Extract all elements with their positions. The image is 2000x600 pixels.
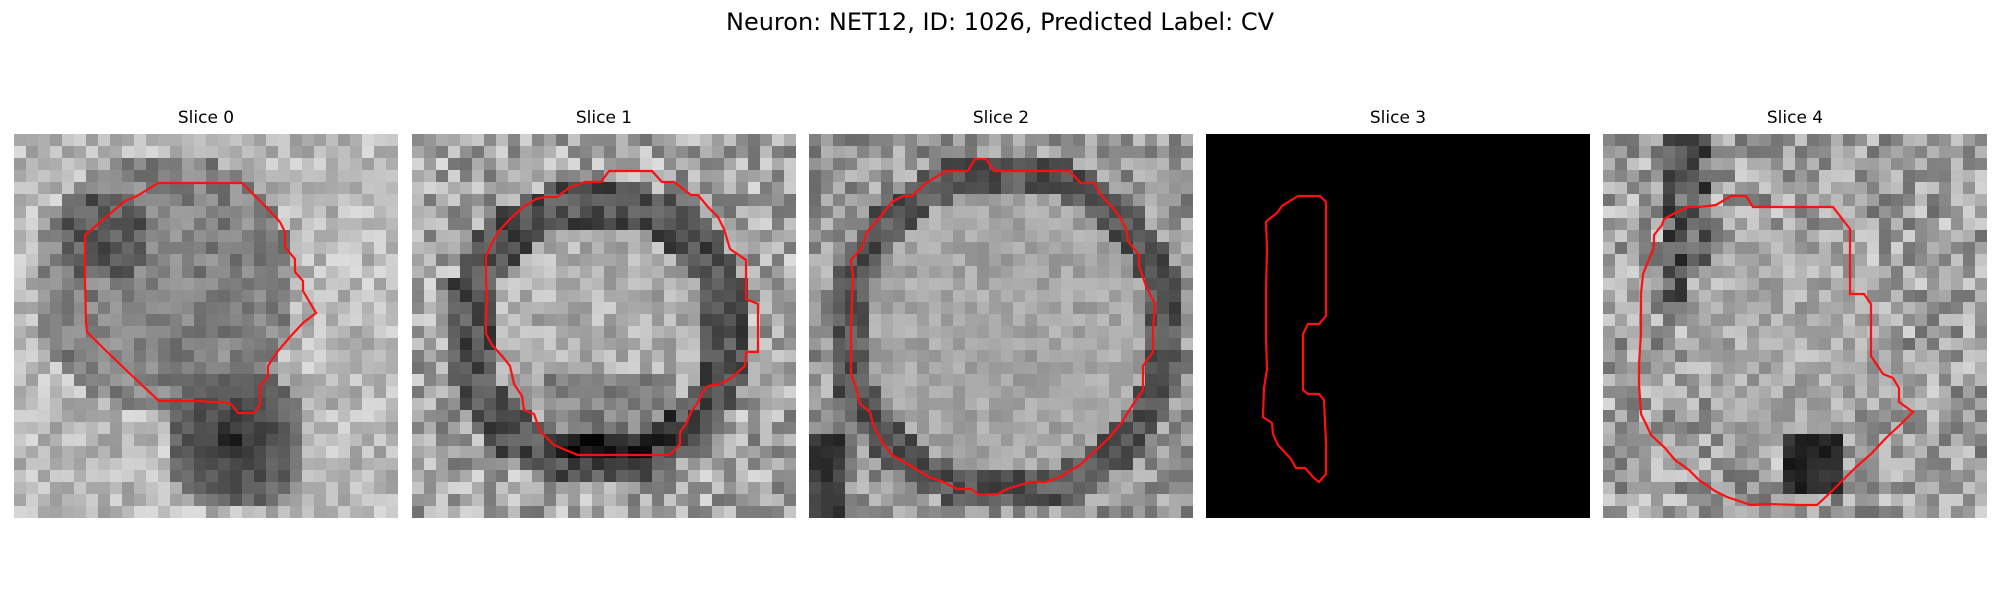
slice-4-contour <box>1637 194 1915 507</box>
slice-1-contour <box>484 169 760 457</box>
slice-3-image <box>1206 134 1590 518</box>
slice-3-title: Slice 3 <box>1369 108 1427 128</box>
slice-1-title: Slice 1 <box>575 108 633 128</box>
slice-0-overlay <box>83 181 318 415</box>
slice-2-panel <box>809 134 1193 518</box>
slice-2-contour <box>849 157 1157 497</box>
slice-3-overlay <box>1261 194 1328 484</box>
slice-3-contour <box>1261 194 1328 484</box>
slice-3-panel <box>1206 134 1590 518</box>
slice-4-overlay <box>1637 194 1915 507</box>
slice-4-image <box>1603 134 1987 518</box>
slice-0-image <box>14 134 398 518</box>
slice-4-panel <box>1603 134 1987 518</box>
slice-1-overlay <box>484 169 760 457</box>
slice-2-image <box>809 134 1193 518</box>
slice-0-contour <box>83 181 318 415</box>
slice-0-panel <box>14 134 398 518</box>
slice-1-panel <box>412 134 796 518</box>
slice-2-title: Slice 2 <box>972 108 1030 128</box>
slice-4-title: Slice 4 <box>1766 108 1824 128</box>
figure-title: Neuron: NET12, ID: 1026, Predicted Label… <box>726 8 1274 36</box>
slice-2-overlay <box>849 157 1157 497</box>
slice-0-title: Slice 0 <box>177 108 235 128</box>
